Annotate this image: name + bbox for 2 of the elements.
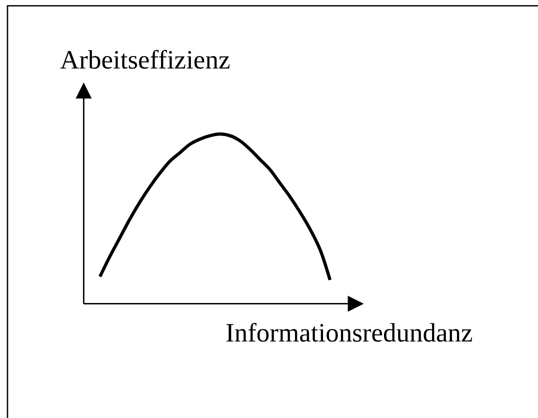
x-axis-title: Informationsredundanz: [226, 318, 473, 348]
y-axis-title: Arbeitseffizienz: [60, 44, 230, 75]
